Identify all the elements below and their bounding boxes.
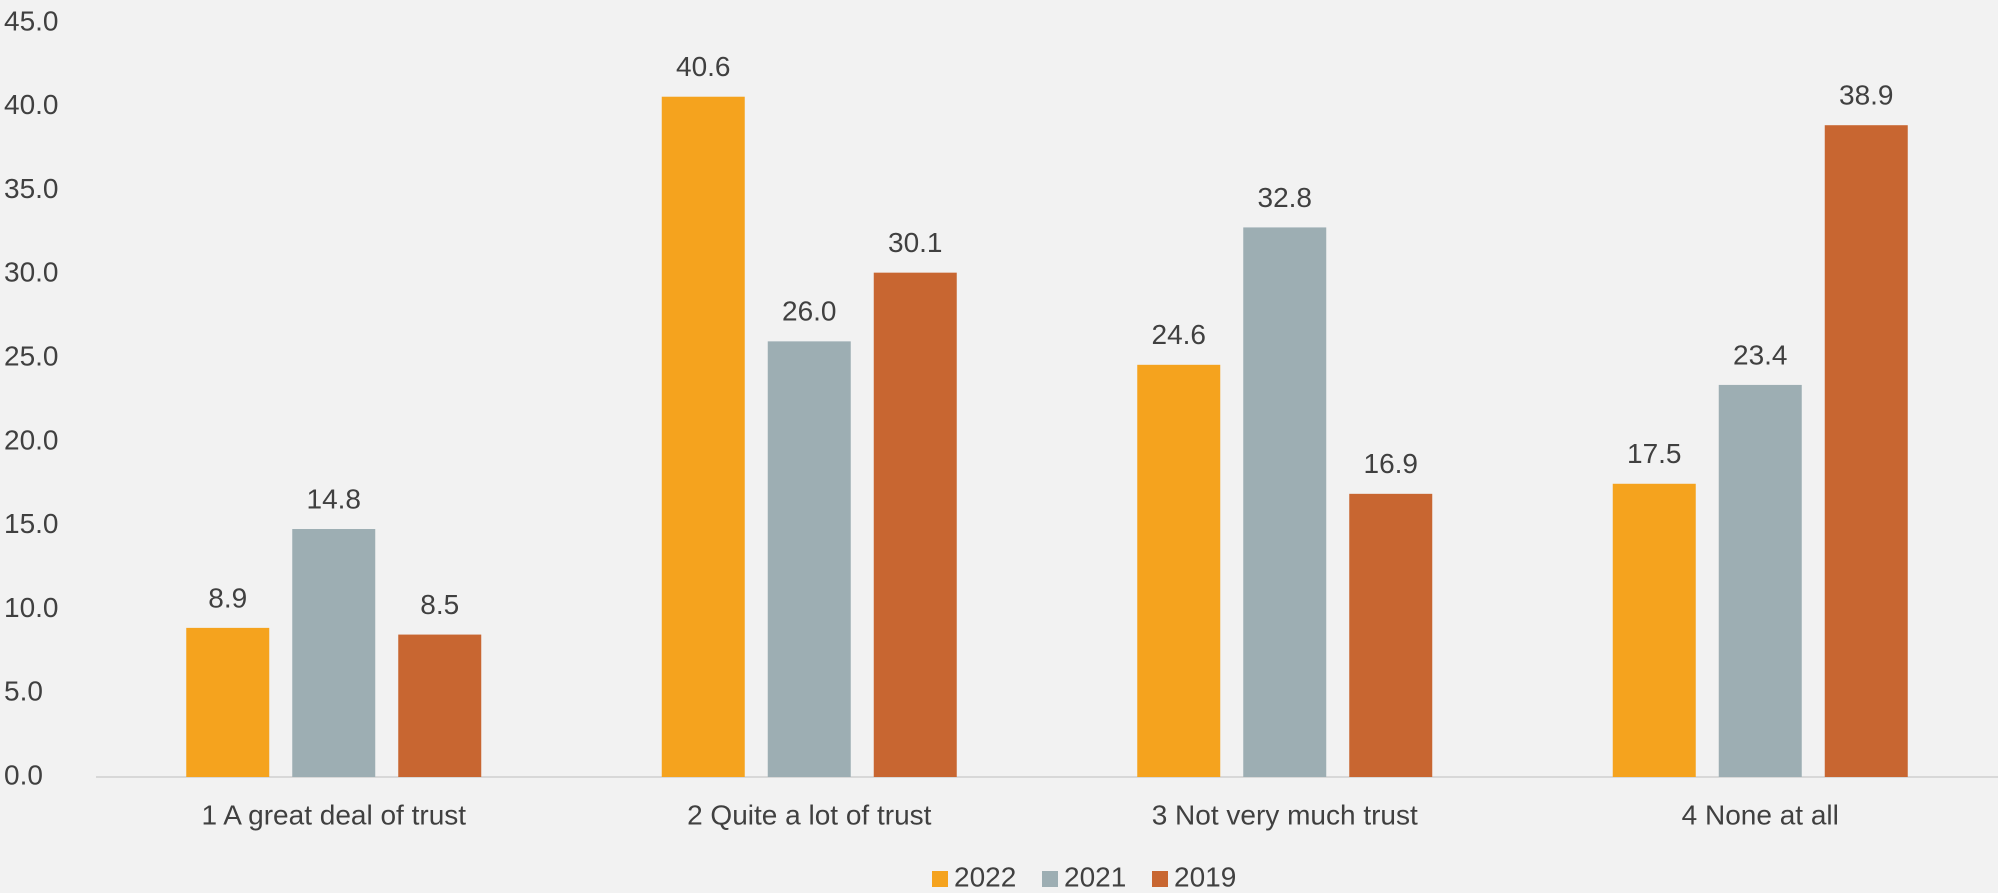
bar [1718,384,1802,777]
bar [767,341,851,777]
data-label: 30.1 [888,227,943,258]
data-label: 23.4 [1733,339,1788,370]
legend-label: 2021 [1064,861,1126,892]
x-tick-label: 1 A great deal of trust [201,799,466,830]
bar [661,96,745,778]
y-tick-label: 20.0 [4,424,59,455]
y-tick-label: 35.0 [4,173,59,204]
bar [1137,364,1221,777]
y-tick-label: 45.0 [4,5,59,36]
data-label: 8.5 [420,589,459,620]
data-label: 40.6 [676,51,731,82]
x-tick-label: 3 Not very much trust [1152,799,1418,830]
legend-label: 2019 [1174,861,1236,892]
x-tick-label: 2 Quite a lot of trust [687,799,932,830]
y-tick-label: 40.0 [4,89,59,120]
data-label: 16.9 [1364,448,1419,479]
y-tick-label: 5.0 [4,676,43,707]
legend-swatch [1152,871,1168,887]
y-tick-label: 10.0 [4,592,59,623]
bar [1824,125,1908,778]
legend-label: 2022 [954,861,1016,892]
legend-swatch [1042,871,1058,887]
data-label: 26.0 [782,296,837,327]
data-label: 38.9 [1839,80,1894,111]
bar [292,529,376,777]
data-label: 17.5 [1627,438,1682,469]
y-tick-label: 15.0 [4,508,59,539]
data-label: 8.9 [208,582,247,613]
bar [1612,483,1696,777]
bar [186,627,270,777]
y-tick-label: 25.0 [4,341,59,372]
legend-swatch [932,871,948,887]
data-label: 14.8 [307,483,362,514]
bar [873,272,957,777]
bar [1349,493,1433,777]
bar [1243,227,1327,777]
bar [398,634,482,777]
x-tick-label: 4 None at all [1682,799,1839,830]
y-tick-label: 30.0 [4,257,59,288]
y-tick-label: 0.0 [4,759,43,790]
data-label: 32.8 [1258,182,1313,213]
data-label: 24.6 [1152,319,1207,350]
